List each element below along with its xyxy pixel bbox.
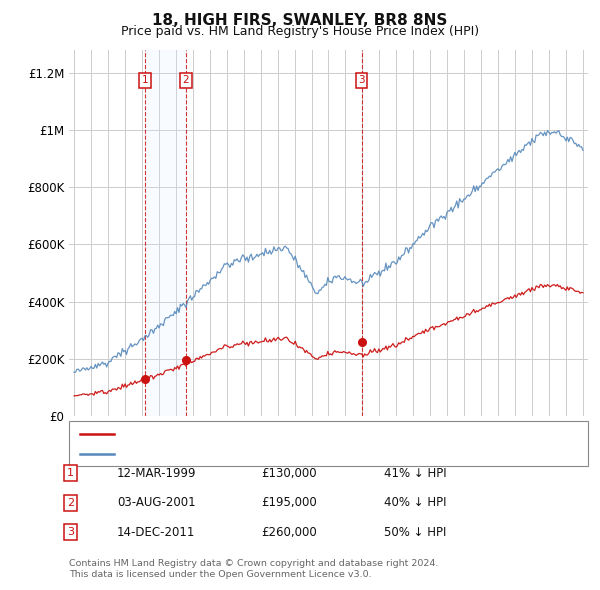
- Text: 2: 2: [182, 75, 189, 85]
- Text: 3: 3: [358, 75, 365, 85]
- Text: 2: 2: [67, 498, 74, 507]
- Text: This data is licensed under the Open Government Licence v3.0.: This data is licensed under the Open Gov…: [69, 571, 371, 579]
- Text: £130,000: £130,000: [261, 467, 317, 480]
- Text: 18, HIGH FIRS, SWANLEY, BR8 8NS: 18, HIGH FIRS, SWANLEY, BR8 8NS: [152, 13, 448, 28]
- Text: Contains HM Land Registry data © Crown copyright and database right 2024.: Contains HM Land Registry data © Crown c…: [69, 559, 439, 568]
- Text: £195,000: £195,000: [261, 496, 317, 509]
- Text: 3: 3: [67, 527, 74, 537]
- Text: 18, HIGH FIRS, SWANLEY, BR8 8NS (detached house): 18, HIGH FIRS, SWANLEY, BR8 8NS (detache…: [121, 429, 417, 439]
- Text: 1: 1: [142, 75, 148, 85]
- Bar: [145, 50, 186, 416]
- Text: 03-AUG-2001: 03-AUG-2001: [117, 496, 196, 509]
- Text: Price paid vs. HM Land Registry's House Price Index (HPI): Price paid vs. HM Land Registry's House …: [121, 25, 479, 38]
- Text: 14-DEC-2011: 14-DEC-2011: [117, 526, 196, 539]
- Text: HPI: Average price, detached house, Sevenoaks: HPI: Average price, detached house, Seve…: [121, 448, 388, 458]
- Text: £260,000: £260,000: [261, 526, 317, 539]
- Text: 50% ↓ HPI: 50% ↓ HPI: [384, 526, 446, 539]
- Text: 40% ↓ HPI: 40% ↓ HPI: [384, 496, 446, 509]
- Text: 12-MAR-1999: 12-MAR-1999: [117, 467, 197, 480]
- Text: 1: 1: [67, 468, 74, 478]
- Text: 41% ↓ HPI: 41% ↓ HPI: [384, 467, 446, 480]
